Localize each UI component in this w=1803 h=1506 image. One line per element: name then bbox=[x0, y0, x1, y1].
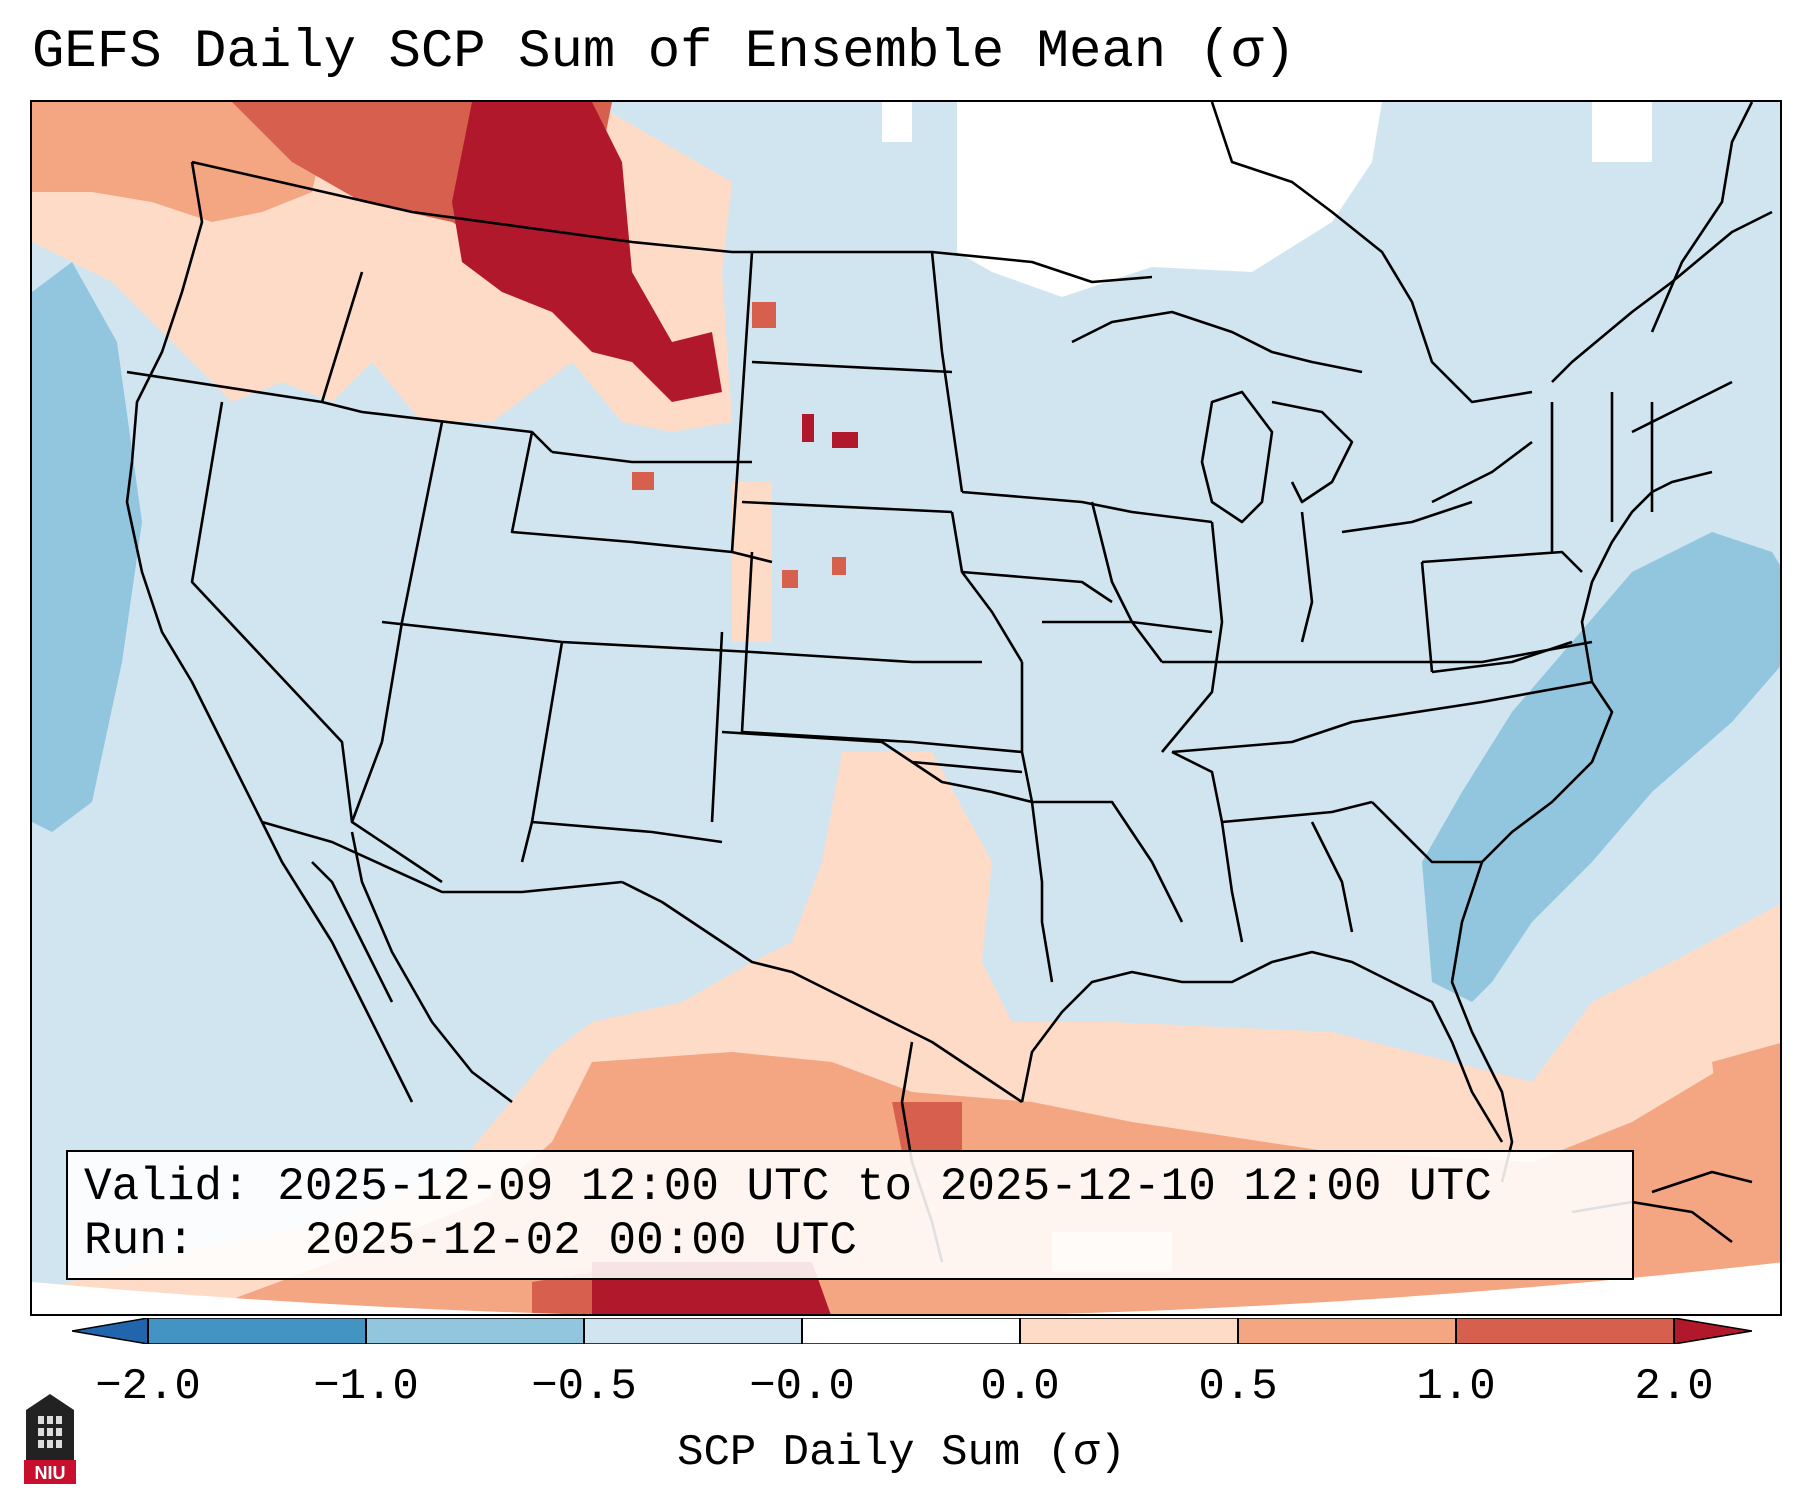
map-panel bbox=[30, 100, 1782, 1316]
near-zero-area bbox=[882, 102, 1652, 297]
gulf-coastline bbox=[1020, 950, 1504, 1143]
positive-anomaly-northwest bbox=[32, 102, 858, 642]
colorbar-tick-label: 1.0 bbox=[1416, 1362, 1496, 1412]
valid-label: Valid: bbox=[84, 1161, 250, 1213]
lake-michigan-line bbox=[1200, 390, 1274, 524]
east-coastline bbox=[1450, 681, 1614, 1183]
colorbar-tick-label: 0.0 bbox=[980, 1362, 1060, 1412]
boundaries bbox=[125, 102, 1773, 1263]
valid-run-info-box: Valid: 2025-12-09 12:00 UTC to 2025-12-1… bbox=[66, 1150, 1634, 1280]
colorbar-tick-label: 2.0 bbox=[1634, 1362, 1714, 1412]
colorbar-bin bbox=[366, 1318, 584, 1344]
run-label: Run: bbox=[84, 1215, 195, 1267]
colorbar-tick-label: 0.5 bbox=[1198, 1362, 1278, 1412]
niu-logo-text: NIU bbox=[35, 1463, 66, 1483]
colorbar-bin bbox=[1238, 1318, 1456, 1344]
colorbar-tick-label: −0.0 bbox=[749, 1362, 855, 1412]
colorbar-over-arrow bbox=[1674, 1318, 1752, 1344]
colorbar bbox=[72, 1318, 1752, 1344]
colorbar-label: SCP Daily Sum (σ) bbox=[677, 1428, 1126, 1478]
valid-value: 2025-12-09 12:00 UTC to 2025-12-10 12:00… bbox=[277, 1161, 1492, 1213]
scp-map bbox=[32, 102, 1780, 1314]
colorbar-tick-label: −1.0 bbox=[313, 1362, 419, 1412]
niu-logo: NIU bbox=[24, 1394, 76, 1484]
colorbar-bin bbox=[802, 1318, 1020, 1344]
colorbar-bin bbox=[584, 1318, 802, 1344]
projection-edge bbox=[32, 1262, 1780, 1314]
canada-border-line bbox=[191, 160, 1153, 284]
west-coastline bbox=[125, 161, 414, 1103]
colorbar-under-arrow bbox=[72, 1318, 148, 1344]
texas-border-line bbox=[621, 880, 1023, 1104]
negative-anomaly-areas bbox=[32, 262, 1780, 1002]
colorbar-tick-label: −2.0 bbox=[95, 1362, 201, 1412]
colorbar-bin bbox=[1456, 1318, 1674, 1344]
colorbar-bin bbox=[1020, 1318, 1238, 1344]
colorbar-bin bbox=[148, 1318, 366, 1344]
map-title: GEFS Daily SCP Sum of Ensemble Mean (σ) bbox=[32, 22, 1296, 83]
run-value: 2025-12-02 00:00 UTC bbox=[304, 1215, 857, 1267]
colorbar-tick-label: −0.5 bbox=[531, 1362, 637, 1412]
